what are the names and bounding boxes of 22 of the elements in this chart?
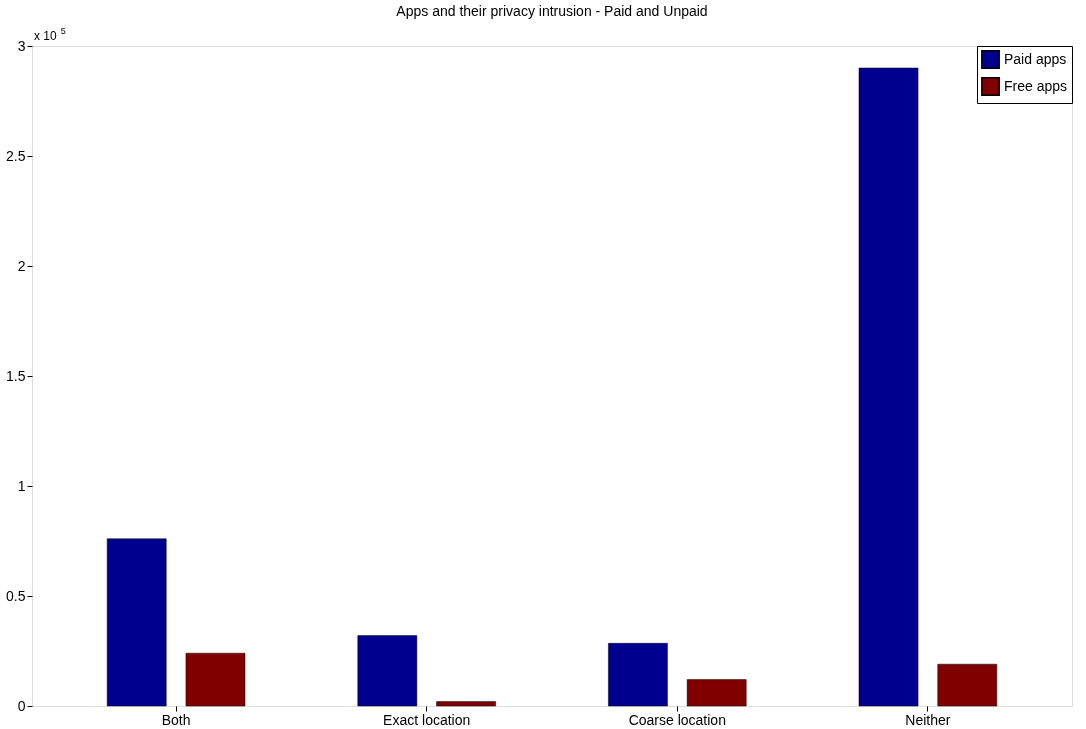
bar	[436, 701, 496, 707]
y-tick-label: 2.5	[6, 147, 26, 164]
y-tick-label: 2	[17, 257, 26, 274]
y-tick-label: 3	[17, 37, 26, 54]
x-tick-label: Coarse location	[628, 711, 726, 728]
y-tick-label: 0.5	[6, 587, 26, 604]
y-tick-label: 1.5	[6, 367, 26, 384]
bar	[858, 67, 919, 707]
chart-title: Apps and their privacy intrusion - Paid and Unpaid	[396, 3, 708, 19]
bar	[106, 538, 167, 707]
legend-label: Free apps	[1004, 77, 1068, 94]
bar	[357, 635, 418, 707]
x-tick-label: Neither	[905, 711, 951, 728]
bar	[937, 663, 998, 707]
bar	[608, 643, 668, 707]
x-tick-label: Both	[161, 711, 191, 728]
y-tick-label: 1	[17, 477, 26, 494]
bar	[185, 652, 246, 707]
bar	[686, 679, 747, 707]
legend-label: Paid apps	[1004, 50, 1067, 67]
y-tick-label: 0	[17, 697, 26, 714]
x-tick-label: Exact location	[383, 711, 471, 728]
